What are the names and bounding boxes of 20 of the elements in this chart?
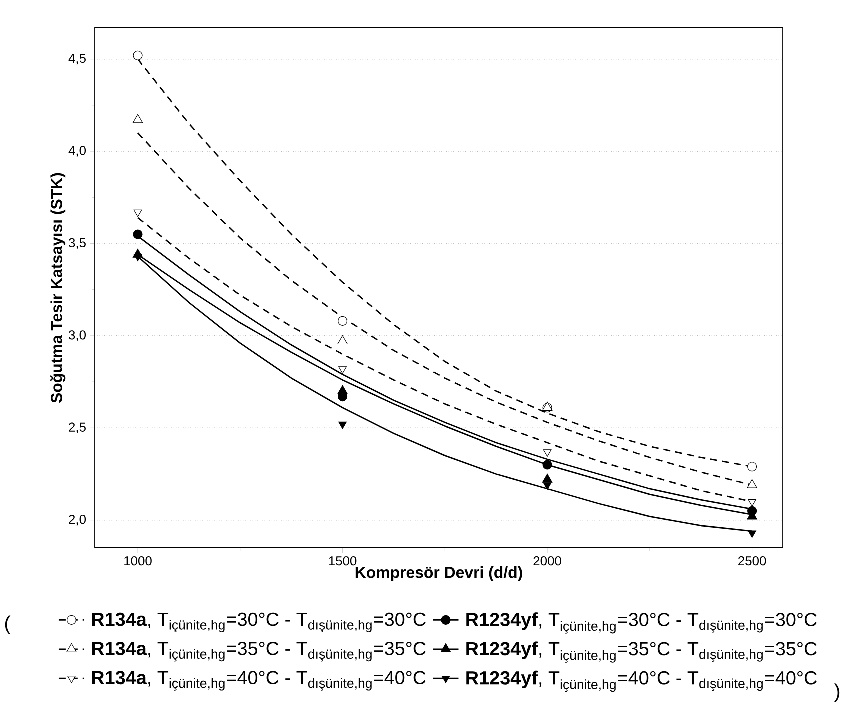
y-tick-label: 2,5 xyxy=(69,422,86,434)
legend-label: $\text{\textbf{R134a}, T}_{\text{içünite,hg}}\text{=35°C - T}_{\text{dışünite,hg}}\text{=35°C}$ xyxy=(92,642,426,662)
y-tick-label: 3,0 xyxy=(68,330,86,342)
y-tick-label: 2,0 xyxy=(69,514,86,526)
y-tick-label: 3,5 xyxy=(68,238,86,250)
legend-label: $\text{\textbf{R1234yf}, T}_{\text{içünite,hg}}\text{=40°C - T}_{\text{dışünite,hg}}\text{=40°C}$ xyxy=(466,670,817,692)
legend-label: $\text{\textbf{R1234yf}, T}_{\text{içünite,hg}}\text{=35°C - T}_{\text{dışünite,hg}}\text{=35°C}$ xyxy=(466,642,817,663)
legend-label: $\text{\textbf{R134a}, T}_{\text{içünite,hg}}\text{=30°C - T}_{\text{dışünite,hg}}\text{=30°C}$ xyxy=(92,612,426,633)
y-axis-title: Soğutma Tesir Katsayısı (STK) xyxy=(50,173,66,403)
legend-label: $\text{\textbf{R1234yf}, T}_{\text{içünite,hg}}\text{=30°C - T}_{\text{dışünite,hg}}\text{=30°C}$ xyxy=(466,612,817,634)
x-tick-label: 1000 xyxy=(124,556,152,566)
x-tick-label: 2000 xyxy=(534,556,562,566)
x-tick-label: 1500 xyxy=(329,556,357,566)
x-tick-label: 2500 xyxy=(738,556,766,566)
text: ( xyxy=(5,616,11,634)
y-tick-label: 4,0 xyxy=(68,146,86,157)
x-axis-title: Kompresör Devri (d/d) xyxy=(356,566,522,582)
text: ) xyxy=(834,684,840,702)
legend-label: $\text{\textbf{R134a}, T}_{\text{içünite,hg}}\text{=40°C - T}_{\text{dışünite,hg}}\text{=40°C}$ xyxy=(92,671,426,691)
y-tick-label: 4,5 xyxy=(68,54,86,65)
